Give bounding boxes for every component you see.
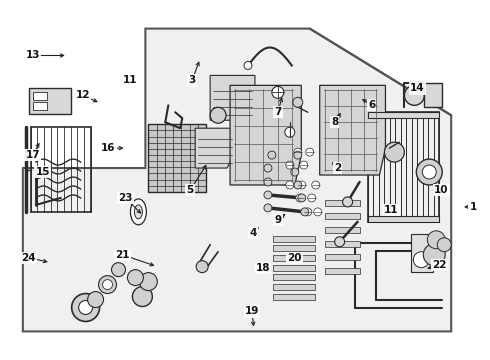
Text: 5: 5 bbox=[187, 185, 194, 195]
Circle shape bbox=[314, 208, 322, 216]
Circle shape bbox=[301, 208, 309, 216]
Circle shape bbox=[88, 292, 103, 307]
Polygon shape bbox=[319, 85, 386, 175]
Text: 12: 12 bbox=[75, 90, 90, 100]
Text: 16: 16 bbox=[101, 143, 116, 153]
Bar bbox=[325, 227, 360, 233]
Bar bbox=[273, 274, 315, 280]
Bar bbox=[325, 240, 360, 247]
Bar bbox=[33, 102, 47, 110]
Circle shape bbox=[268, 151, 276, 159]
Text: 21: 21 bbox=[115, 250, 130, 260]
Circle shape bbox=[98, 276, 117, 293]
Circle shape bbox=[132, 287, 152, 306]
Text: 4: 4 bbox=[249, 228, 257, 238]
Circle shape bbox=[300, 161, 308, 169]
Circle shape bbox=[72, 293, 99, 321]
Text: 22: 22 bbox=[432, 260, 446, 270]
Bar bbox=[273, 246, 315, 251]
Circle shape bbox=[102, 280, 113, 289]
Bar bbox=[325, 213, 360, 220]
Polygon shape bbox=[230, 85, 301, 185]
Circle shape bbox=[385, 142, 404, 162]
Circle shape bbox=[416, 159, 442, 185]
Circle shape bbox=[272, 86, 284, 98]
Bar bbox=[273, 236, 315, 242]
Circle shape bbox=[296, 194, 304, 202]
Bar bbox=[424, 84, 442, 107]
Text: 19: 19 bbox=[245, 306, 259, 316]
Circle shape bbox=[294, 181, 302, 189]
Text: 9: 9 bbox=[274, 215, 281, 225]
Circle shape bbox=[308, 194, 316, 202]
Text: 2: 2 bbox=[334, 163, 341, 173]
Bar bbox=[412, 234, 433, 272]
Circle shape bbox=[264, 191, 272, 199]
Circle shape bbox=[285, 127, 295, 137]
Circle shape bbox=[140, 273, 157, 291]
Text: 8: 8 bbox=[331, 117, 338, 127]
Bar bbox=[273, 293, 315, 300]
Circle shape bbox=[306, 148, 314, 156]
Ellipse shape bbox=[130, 199, 147, 225]
Bar bbox=[325, 254, 360, 260]
Bar bbox=[148, 124, 206, 192]
Circle shape bbox=[291, 168, 299, 176]
Circle shape bbox=[78, 301, 93, 315]
Circle shape bbox=[112, 263, 125, 276]
Text: 11: 11 bbox=[123, 75, 138, 85]
Circle shape bbox=[294, 151, 302, 159]
Bar bbox=[273, 284, 315, 290]
Text: 14: 14 bbox=[410, 84, 425, 93]
Circle shape bbox=[437, 238, 451, 252]
Circle shape bbox=[210, 107, 226, 123]
Circle shape bbox=[264, 178, 272, 186]
Circle shape bbox=[414, 252, 429, 268]
Text: 6: 6 bbox=[368, 100, 375, 110]
Bar bbox=[33, 92, 47, 100]
Text: 18: 18 bbox=[256, 263, 270, 273]
Bar bbox=[325, 200, 360, 206]
Text: 23: 23 bbox=[118, 193, 133, 203]
Circle shape bbox=[298, 194, 306, 202]
Text: 11: 11 bbox=[384, 205, 399, 215]
Circle shape bbox=[427, 231, 445, 249]
Circle shape bbox=[312, 181, 319, 189]
Polygon shape bbox=[210, 75, 255, 120]
Text: 10: 10 bbox=[434, 185, 448, 195]
Circle shape bbox=[422, 165, 436, 179]
Bar bbox=[368, 216, 439, 222]
Ellipse shape bbox=[134, 205, 143, 219]
Circle shape bbox=[404, 85, 424, 105]
Bar bbox=[325, 268, 360, 274]
Circle shape bbox=[244, 62, 252, 69]
Text: 3: 3 bbox=[189, 75, 196, 85]
Circle shape bbox=[335, 237, 344, 247]
Circle shape bbox=[286, 181, 294, 189]
Bar bbox=[368, 112, 439, 118]
Circle shape bbox=[196, 261, 208, 273]
Circle shape bbox=[298, 181, 306, 189]
Polygon shape bbox=[195, 128, 235, 168]
Circle shape bbox=[343, 197, 353, 207]
Text: 13: 13 bbox=[25, 50, 40, 60]
Circle shape bbox=[264, 164, 272, 172]
Circle shape bbox=[294, 148, 302, 156]
Circle shape bbox=[293, 97, 303, 107]
Text: 1: 1 bbox=[469, 202, 477, 212]
Circle shape bbox=[127, 270, 144, 285]
Circle shape bbox=[286, 161, 294, 169]
Bar bbox=[273, 255, 315, 261]
Text: 24: 24 bbox=[22, 253, 36, 263]
Circle shape bbox=[264, 204, 272, 212]
Text: 7: 7 bbox=[274, 107, 282, 117]
Circle shape bbox=[304, 208, 312, 216]
Text: 20: 20 bbox=[288, 253, 302, 263]
Polygon shape bbox=[23, 28, 451, 332]
Text: 17: 17 bbox=[25, 150, 40, 160]
Bar bbox=[273, 265, 315, 271]
Circle shape bbox=[423, 244, 445, 266]
Bar bbox=[29, 88, 71, 114]
Text: 15: 15 bbox=[36, 167, 50, 177]
